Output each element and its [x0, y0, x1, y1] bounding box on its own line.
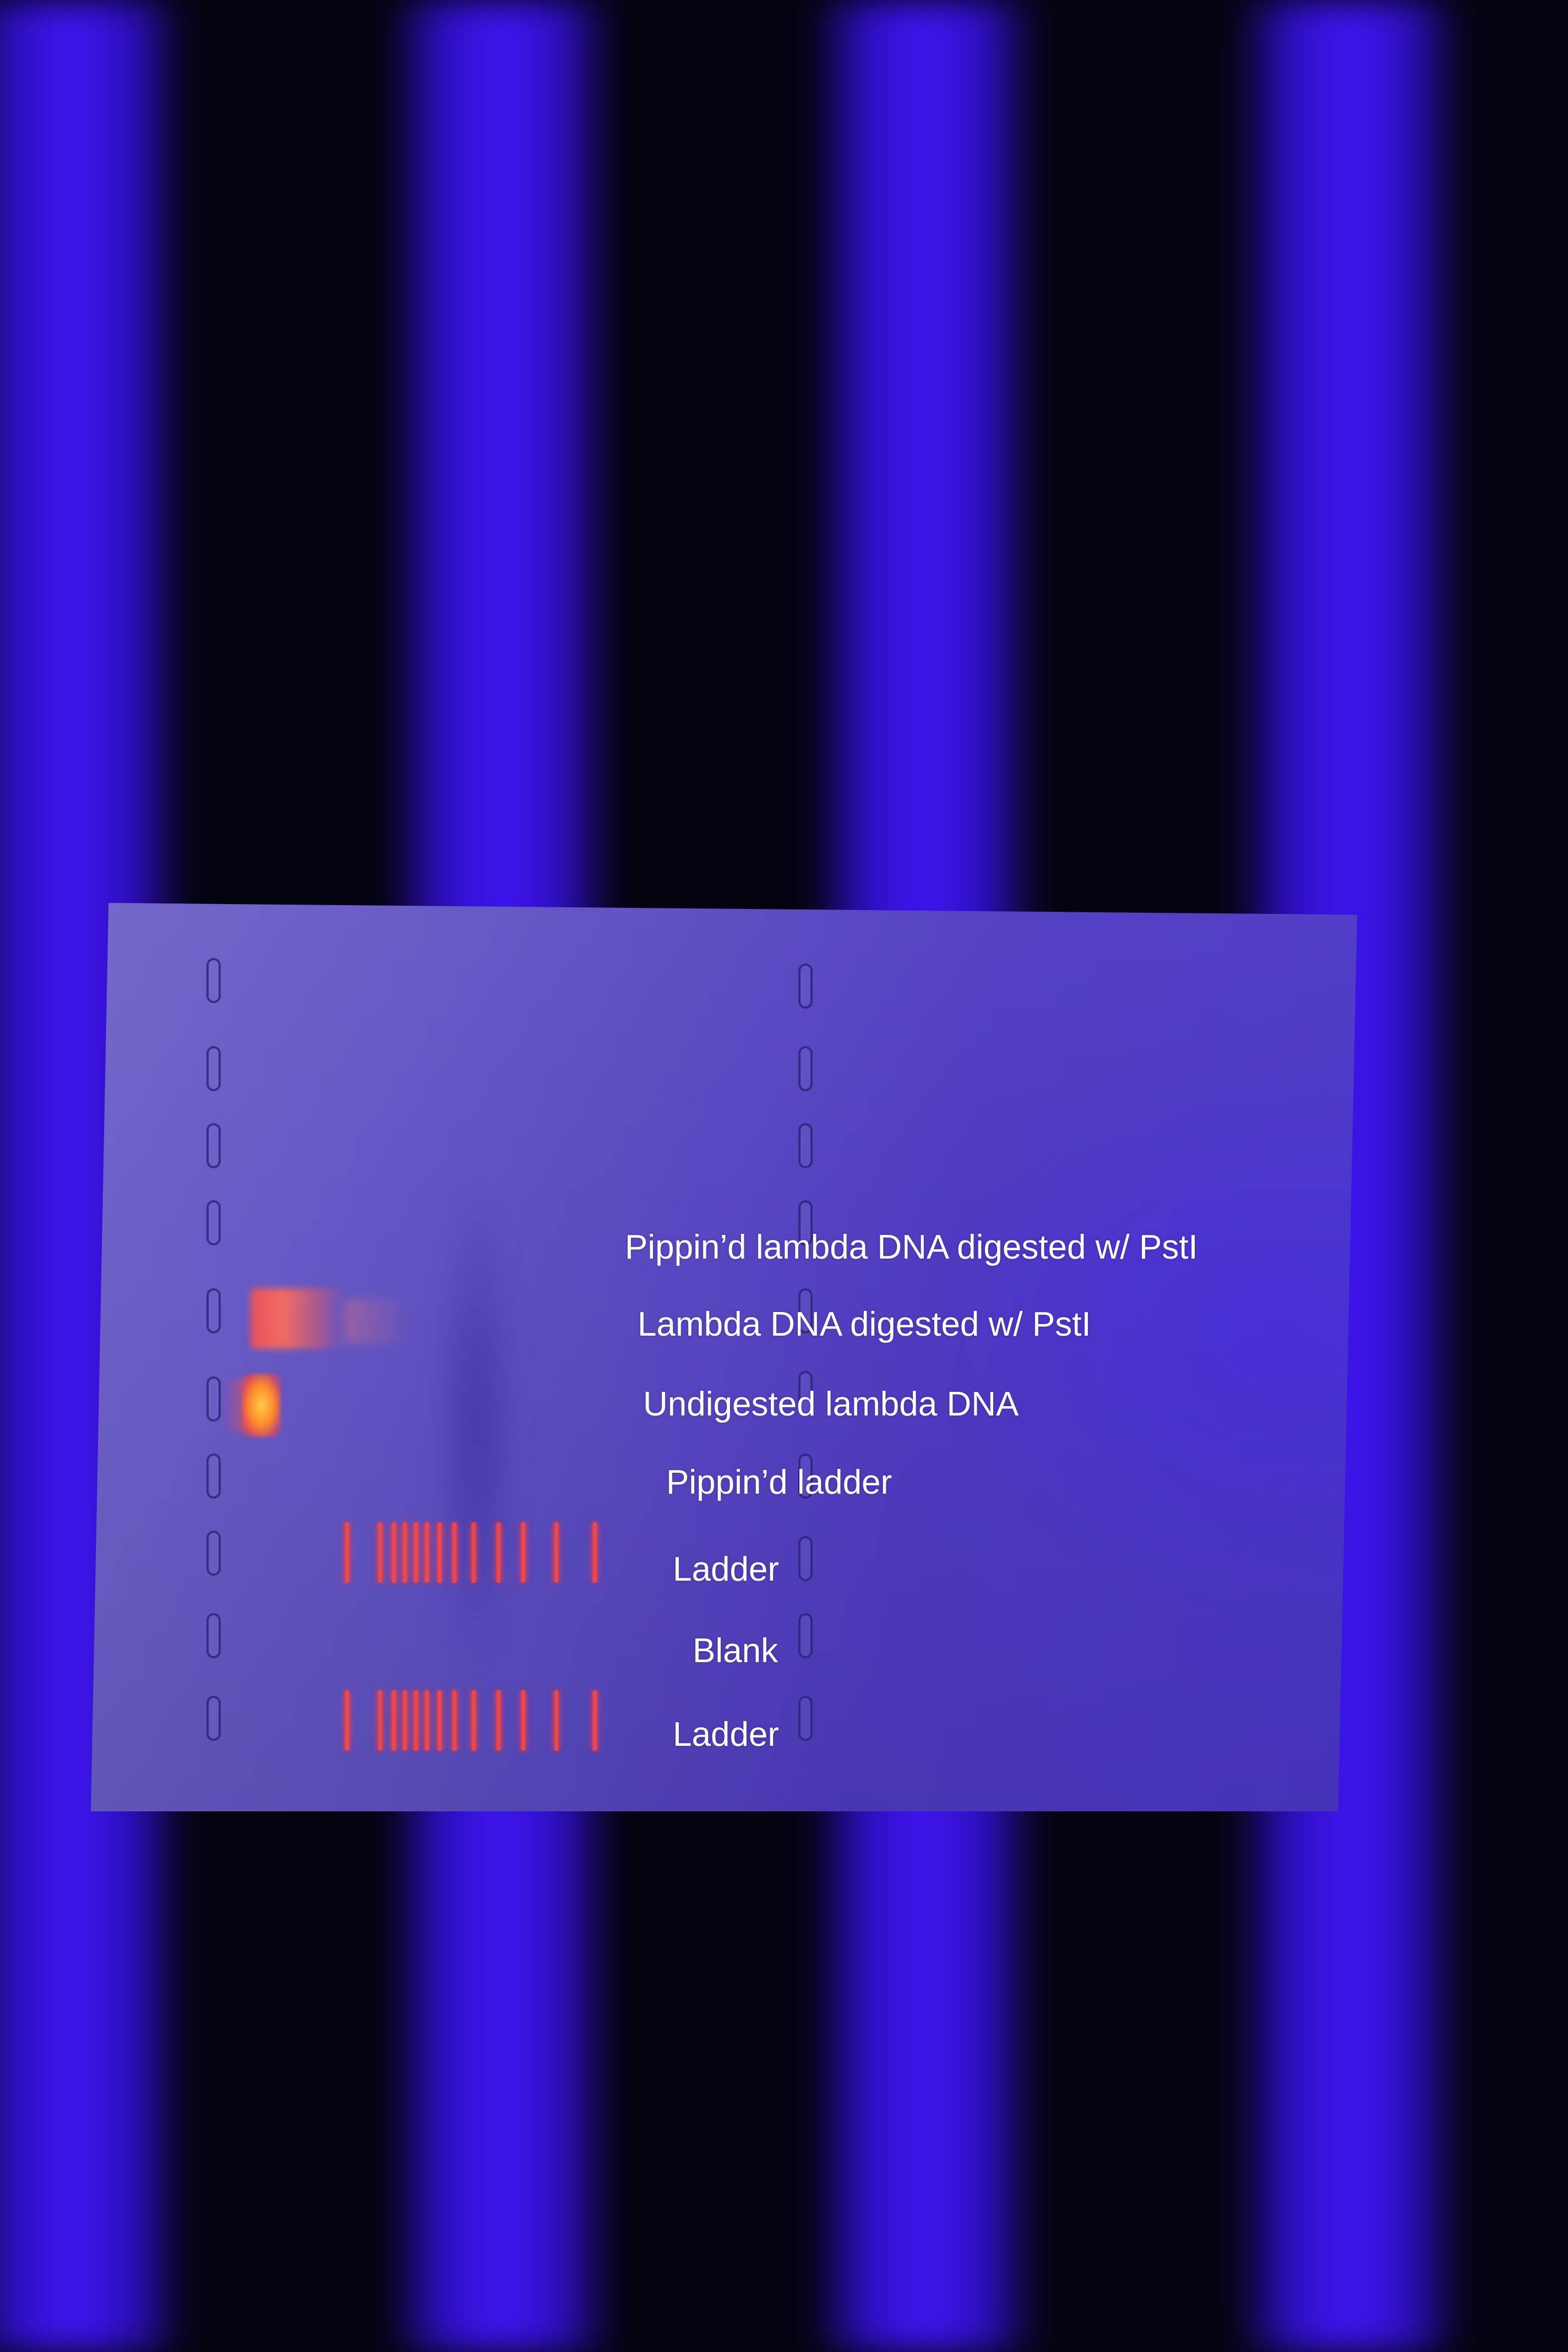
ladder-band [413, 1522, 419, 1583]
ladder-band [391, 1690, 397, 1751]
well [206, 1696, 221, 1741]
ladder-band [413, 1690, 419, 1751]
well [798, 1696, 813, 1741]
ladder-band [344, 1522, 350, 1583]
lambda-digest-band [251, 1288, 344, 1349]
well [206, 1613, 221, 1658]
ladder-band [471, 1522, 477, 1583]
well [206, 1376, 221, 1422]
ladder-band [437, 1522, 443, 1583]
well [798, 1613, 813, 1658]
ladder-band [402, 1522, 408, 1583]
ladder-band [451, 1522, 458, 1583]
well [798, 963, 813, 1009]
gel-dark-smear [432, 1178, 520, 1674]
lane-label-lambda-pstI: Lambda DNA digested w/ PstI [638, 1305, 1091, 1343]
well [798, 1371, 813, 1416]
undigested-lambda-band [242, 1374, 281, 1437]
lane-label-blank: Blank [693, 1632, 778, 1670]
ladder-band [520, 1522, 526, 1583]
ladder-band [553, 1522, 559, 1583]
well [798, 1046, 813, 1091]
ladder-band [496, 1522, 502, 1583]
ladder-band [377, 1522, 383, 1583]
ladder-band [344, 1690, 350, 1751]
lane-label-ladder-2: Ladder [673, 1716, 780, 1754]
lane-label-pippind-lambda-pstI: Pippin’d lambda DNA digested w/ PstI [625, 1228, 1198, 1266]
ladder-band [592, 1522, 598, 1583]
agarose-gel [91, 903, 1357, 1811]
well [206, 1453, 221, 1499]
ladder-band [391, 1522, 397, 1583]
well [798, 1123, 813, 1168]
lane-label-undigested-lambda: Undigested lambda DNA [643, 1385, 1019, 1423]
well [798, 1536, 813, 1581]
ladder-band [424, 1690, 430, 1751]
ladder-band [553, 1690, 559, 1751]
ladder-band [402, 1690, 408, 1751]
well [206, 958, 221, 1003]
gel-shading [91, 903, 1357, 1811]
well [206, 1531, 221, 1576]
well [206, 1200, 221, 1245]
ladder-band [471, 1690, 477, 1751]
well [206, 1046, 221, 1091]
ladder-band [377, 1690, 383, 1751]
well [798, 1288, 813, 1333]
well [798, 1200, 813, 1245]
ladder-band [451, 1690, 458, 1751]
ladder-band [592, 1690, 598, 1751]
lambda-digest-trail [344, 1299, 410, 1343]
well [798, 1453, 813, 1499]
ladder-band [437, 1690, 443, 1751]
well [206, 1123, 221, 1168]
lane-label-pippind-ladder: Pippin’d ladder [666, 1463, 892, 1501]
ladder-band [520, 1690, 526, 1751]
ladder-band [424, 1522, 430, 1583]
ladder-band [496, 1690, 502, 1751]
well [206, 1288, 221, 1333]
lane-label-ladder-1: Ladder [673, 1550, 780, 1588]
